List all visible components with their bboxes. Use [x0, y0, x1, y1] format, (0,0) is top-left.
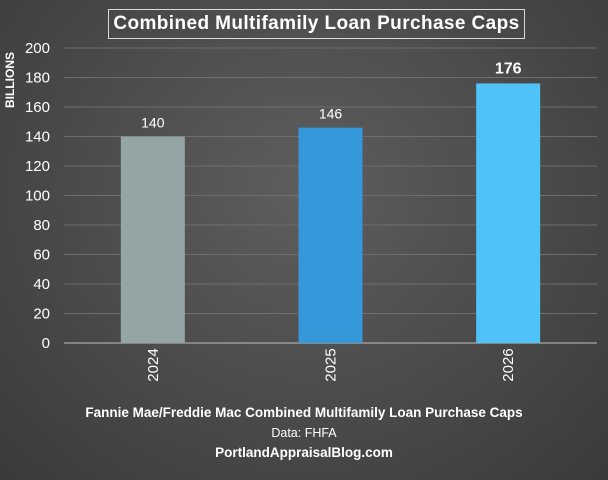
caption-description: Fannie Mae/Freddie Mac Combined Multifam… — [85, 405, 523, 420]
y-tick-label: 60 — [33, 247, 50, 264]
caption-website: PortlandAppraisalBlog.com — [215, 445, 393, 460]
data-label-2025: 146 — [319, 106, 343, 122]
bar-2025 — [298, 127, 363, 344]
caption-source: Data: FHFA — [271, 426, 337, 440]
x-tick-label-2025: 2025 — [323, 348, 340, 381]
y-tick-label: 100 — [25, 188, 50, 205]
data-label-2026: 176 — [495, 60, 522, 77]
chart-title: Combined Multifamily Loan Purchase Caps — [108, 9, 525, 39]
y-tick-label: 200 — [25, 40, 50, 57]
y-tick-label: 40 — [33, 276, 50, 293]
y-tick-label: 120 — [25, 158, 50, 175]
y-tick-label: 80 — [33, 217, 50, 234]
bar-2026 — [476, 83, 541, 344]
y-tick-label: 160 — [25, 99, 50, 116]
y-tick-label: 140 — [25, 129, 50, 146]
y-axis-label: BILLIONS — [3, 52, 17, 108]
y-tick-label: 20 — [33, 306, 50, 323]
data-label-2024: 140 — [141, 115, 165, 131]
bar-2024 — [120, 136, 185, 343]
y-tick-label: 0 — [42, 335, 50, 352]
x-tick-label-2026: 2026 — [500, 348, 517, 381]
x-tick-label-2024: 2024 — [145, 348, 162, 381]
y-tick-label: 180 — [25, 70, 50, 87]
